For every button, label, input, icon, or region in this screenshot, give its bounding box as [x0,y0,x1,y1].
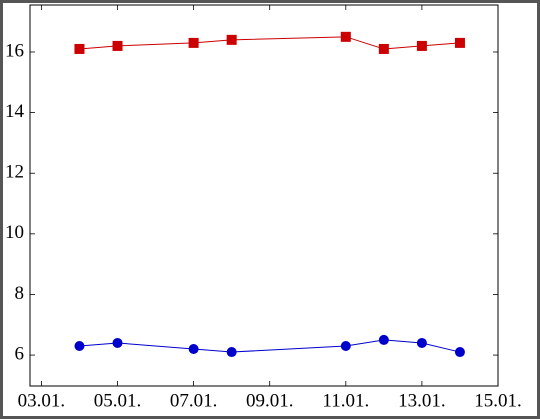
x-tick-label: 09.01. [246,390,294,411]
marker [74,43,85,54]
series-line [79,36,460,50]
y-tick-label: 12 [5,162,24,183]
marker [340,31,351,42]
marker [416,40,427,51]
marker [188,37,199,48]
marker [226,34,237,45]
marker [378,334,389,345]
marker [226,347,237,358]
x-tick-label: 03.01. [18,390,66,411]
x-tick-label: 15.01. [474,390,522,411]
x-tick-label: 07.01. [170,390,218,411]
y-tick-label: 8 [15,283,25,304]
marker [378,43,389,54]
y-tick-label: 16 [5,40,24,61]
y-tick-label: 14 [5,101,25,122]
marker [454,37,465,48]
y-tick-label: 10 [5,222,24,243]
marker [454,347,465,358]
marker [416,337,427,348]
y-tick-label: 6 [15,343,25,364]
x-tick-label: 13.01. [398,390,446,411]
marker [74,340,85,351]
plot-frame [29,4,499,387]
marker [340,340,351,351]
marker [112,337,123,348]
x-tick-label: 11.01. [322,390,369,411]
marker [112,40,123,51]
marker [188,344,199,355]
x-tick-label: 05.01. [94,390,142,411]
series-line [79,339,461,353]
